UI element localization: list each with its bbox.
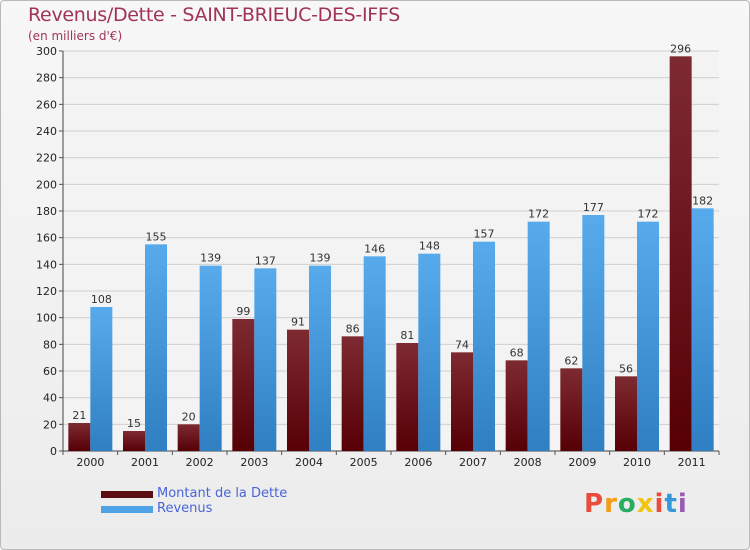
bar-dette <box>232 319 255 451</box>
legend-swatch-revenus <box>101 506 153 513</box>
logo-letter: P <box>584 489 605 519</box>
y-tick-label: 240 <box>36 125 57 138</box>
bar-revenus <box>145 244 167 451</box>
x-tick-label: 2001 <box>131 456 159 469</box>
bar-revenus <box>254 268 277 451</box>
y-tick-label: 100 <box>36 312 57 325</box>
y-tick-label: 20 <box>43 418 57 431</box>
labels: 21 108 15 155 20 139 99 137 91 139 86 146 81 148 74 157… <box>72 42 713 430</box>
x-tick-label: 2011 <box>678 456 706 469</box>
bar-dette <box>341 336 364 451</box>
data-label: 137 <box>255 254 276 267</box>
bar-dette <box>287 329 309 451</box>
bar-revenus <box>199 265 222 451</box>
bar-dette <box>177 424 200 451</box>
data-label: 108 <box>91 293 112 306</box>
bar-revenus <box>363 256 386 451</box>
logo-letter: r <box>604 489 618 519</box>
y-tick-label: 260 <box>36 98 57 111</box>
bar-revenus <box>418 253 441 451</box>
data-label: 91 <box>291 316 305 329</box>
y-tick-label: 160 <box>36 232 57 245</box>
x-tick-label: 2009 <box>568 456 596 469</box>
x-tick-label: 2008 <box>514 456 542 469</box>
x-tick-label: 2005 <box>350 456 378 469</box>
data-label: 15 <box>127 417 141 430</box>
grid-lines <box>63 50 719 452</box>
y-tick-label: 300 <box>36 45 57 58</box>
x-tick-label: 2004 <box>295 456 323 469</box>
plot-area <box>63 51 719 451</box>
data-label: 139 <box>310 252 331 265</box>
x-tick-label: 2007 <box>459 456 487 469</box>
bar-revenus <box>637 221 659 451</box>
legend-swatch-dette <box>101 491 153 498</box>
chart-title: Revenus/Dette - SAINT-BRIEUC-DES-IFFS <box>28 4 400 26</box>
y-tick-label: 80 <box>43 338 57 351</box>
data-label: 157 <box>474 228 495 241</box>
bar-dette <box>451 352 473 451</box>
data-label: 86 <box>346 322 360 335</box>
x-tick-label: 2006 <box>404 456 432 469</box>
bars <box>68 56 714 451</box>
bar-dette <box>669 56 692 451</box>
data-label: 172 <box>528 208 549 221</box>
bar-revenus <box>90 307 113 451</box>
legend-label-dette: Montant de la Dette <box>157 486 288 501</box>
bar-revenus <box>309 265 331 451</box>
y-tick-label: 280 <box>36 72 57 85</box>
bar-revenus <box>527 221 550 451</box>
data-label: 139 <box>200 252 221 265</box>
bar-dette <box>68 423 91 451</box>
data-label: 62 <box>564 354 578 367</box>
data-label: 177 <box>583 201 604 214</box>
y-tick-label: 200 <box>36 178 57 191</box>
logo-letter: i <box>654 489 665 519</box>
axes: 0204060801001201401601802002202402602803… <box>36 45 720 469</box>
data-label: 21 <box>72 409 86 422</box>
y-tick-label: 180 <box>36 205 57 218</box>
x-tick-label: 2003 <box>240 456 268 469</box>
bar-revenus <box>582 215 605 451</box>
data-label: 56 <box>619 362 633 375</box>
data-label: 74 <box>455 338 469 351</box>
bar-dette <box>615 376 637 451</box>
chart-subtitle: (en milliers d'€) <box>28 29 123 43</box>
bar-dette <box>123 431 145 451</box>
y-tick-label: 120 <box>36 285 57 298</box>
x-tick-label: 2000 <box>76 456 104 469</box>
data-label: 148 <box>419 240 440 253</box>
bar-dette <box>505 360 528 451</box>
data-label: 155 <box>146 230 167 243</box>
data-label: 20 <box>182 410 196 423</box>
y-tick-label: 60 <box>43 365 57 378</box>
data-label: 172 <box>638 208 659 221</box>
x-tick-label: 2010 <box>623 456 651 469</box>
proxiti-logo: Proxiti <box>584 489 688 519</box>
logo-letter: i <box>677 489 688 519</box>
x-tick-label: 2002 <box>186 456 214 469</box>
y-tick-label: 220 <box>36 152 57 165</box>
data-label: 296 <box>670 42 691 55</box>
data-label: 99 <box>236 305 250 318</box>
logo-letter: o <box>617 489 637 519</box>
data-label: 146 <box>364 242 385 255</box>
data-label: 182 <box>692 194 713 207</box>
legend-label-revenus: Revenus <box>157 501 213 516</box>
y-tick-label: 40 <box>43 392 57 405</box>
logo-letter: x <box>636 489 655 519</box>
bar-dette <box>560 368 583 451</box>
data-label: 68 <box>510 346 524 359</box>
logo-letter: t <box>664 489 678 519</box>
y-tick-label: 140 <box>36 258 57 271</box>
bar-revenus <box>691 208 714 451</box>
data-label: 81 <box>400 329 414 342</box>
bar-revenus <box>473 241 495 451</box>
bar-dette <box>396 343 419 451</box>
y-tick-label: 0 <box>50 445 57 458</box>
